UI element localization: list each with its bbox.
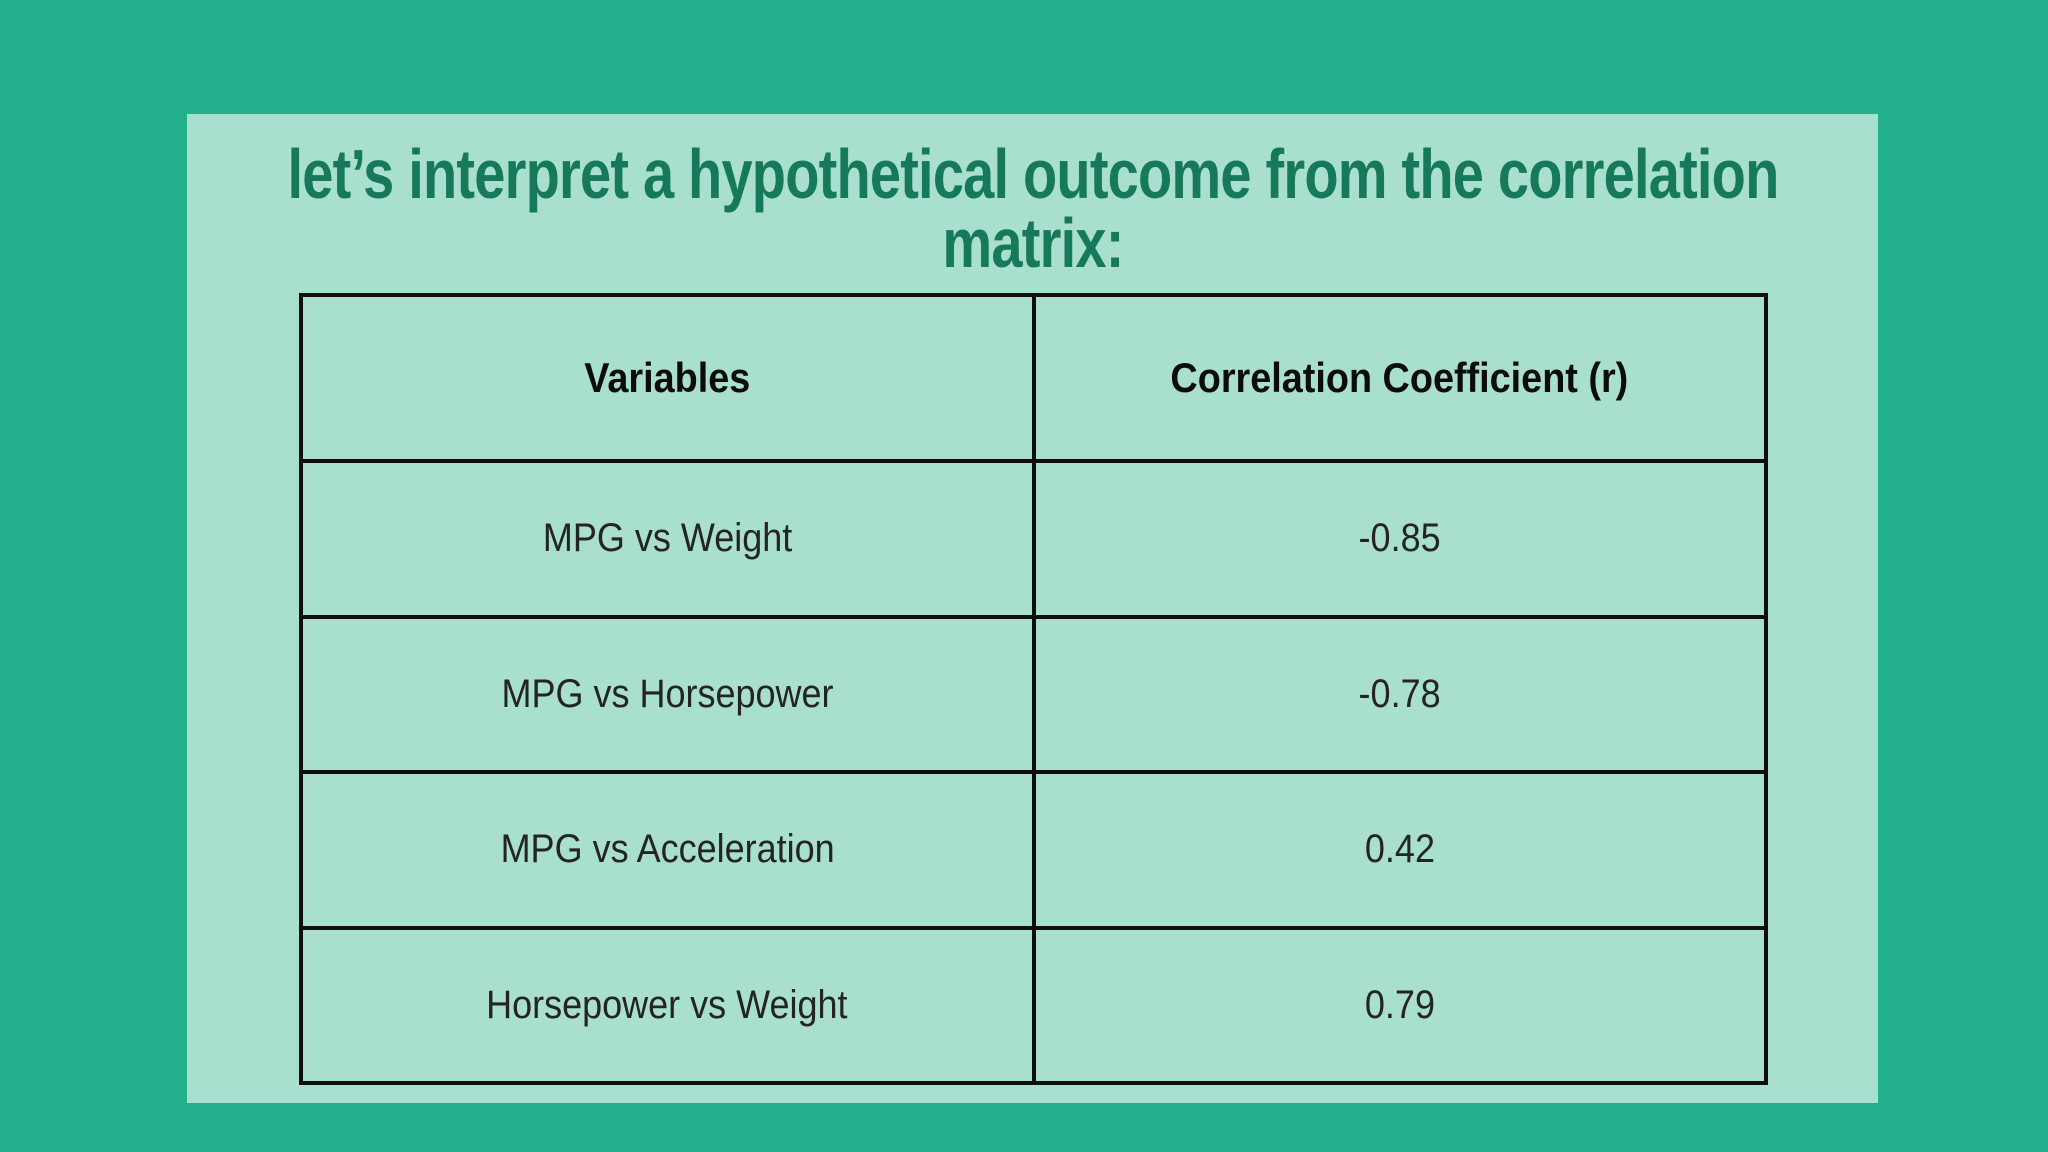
table-header-row: Variables Correlation Coefficient (r)	[299, 293, 1768, 463]
cell-variables: Horsepower vs Weight	[299, 925, 1036, 1085]
correlation-table: Variables Correlation Coefficient (r) MP…	[299, 293, 1768, 1085]
cell-correlation: -0.85	[1031, 459, 1768, 619]
cell-correlation: -0.78	[1031, 614, 1768, 774]
column-header-correlation-coefficient: Correlation Coefficient (r)	[1031, 293, 1768, 463]
page-title-line-1: let’s interpret a hypothetical outcome f…	[287, 135, 1779, 213]
table-row: MPG vs Acceleration 0.42	[299, 770, 1768, 930]
page-title: let’s interpret a hypothetical outcome f…	[187, 139, 1878, 278]
cell-variables: MPG vs Horsepower	[299, 614, 1036, 774]
page-title-line-2: matrix:	[941, 204, 1124, 282]
cell-correlation: 0.79	[1031, 925, 1768, 1085]
column-header-variables: Variables	[299, 293, 1036, 463]
table-row: Horsepower vs Weight 0.79	[299, 925, 1768, 1085]
cell-correlation: 0.42	[1031, 770, 1768, 930]
table-row: MPG vs Weight -0.85	[299, 459, 1768, 619]
cell-variables: MPG vs Acceleration	[299, 770, 1036, 930]
cell-variables: MPG vs Weight	[299, 459, 1036, 619]
slide-panel: let’s interpret a hypothetical outcome f…	[187, 114, 1878, 1103]
table-row: MPG vs Horsepower -0.78	[299, 614, 1768, 774]
